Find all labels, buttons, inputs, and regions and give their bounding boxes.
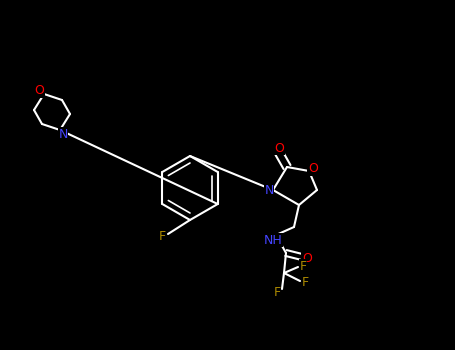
Text: N: N bbox=[264, 183, 274, 196]
Text: F: F bbox=[301, 275, 308, 288]
Text: O: O bbox=[274, 141, 284, 154]
Text: NH: NH bbox=[263, 233, 283, 246]
Text: O: O bbox=[302, 252, 312, 265]
Text: F: F bbox=[299, 259, 307, 273]
Text: N: N bbox=[58, 127, 68, 140]
Text: F: F bbox=[158, 230, 166, 243]
Text: O: O bbox=[308, 162, 318, 175]
Text: O: O bbox=[34, 84, 44, 98]
Text: F: F bbox=[273, 286, 281, 299]
